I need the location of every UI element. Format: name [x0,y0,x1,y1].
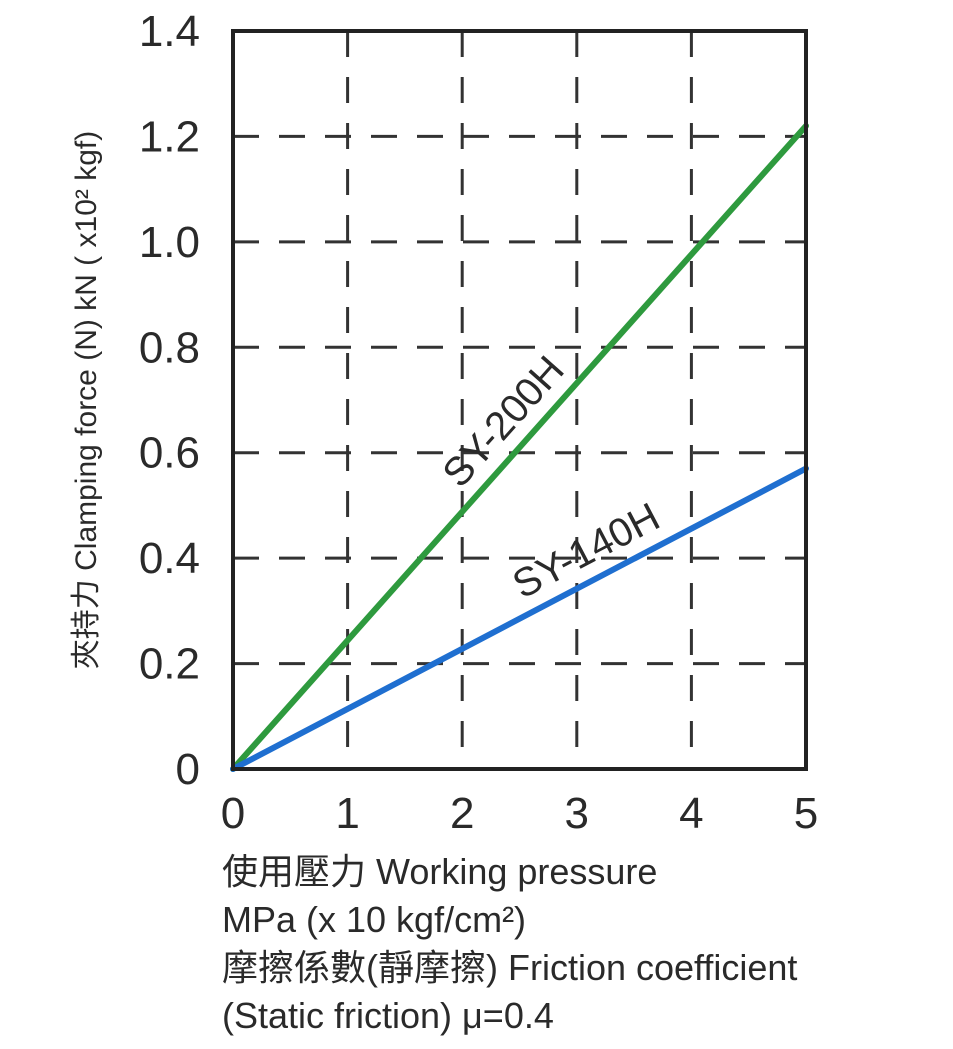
x-tick-label: 2 [450,789,474,838]
x-tick-label: 3 [565,789,589,838]
y-tick-label: 0.6 [139,429,200,478]
x-tick-label: 4 [679,789,703,838]
series-label-sy-200h: SY-200H [434,348,572,496]
y-axis-label: 夾持力 Clamping force (N) kN ( x10² kgf) [70,131,103,669]
y-tick-label: 1.2 [139,112,200,161]
x-axis-label-line-4: (Static friction) μ=0.4 [222,995,554,1036]
y-tick-label: 0.8 [139,323,200,372]
series-lines [230,122,809,772]
y-tick-labels: 0 0.2 0.4 0.6 0.8 1.0 1.2 1.4 [139,7,200,794]
x-axis-label: 使用壓力 Working pressure MPa (x 10 kgf/cm²)… [222,848,942,1040]
y-tick-label: 0 [176,745,200,794]
x-axis-label-line-3: 摩擦係數(靜摩擦) Friction coefficient [222,947,798,988]
x-tick-labels: 0 1 2 3 4 5 [221,789,818,838]
series-line-sy-140h [230,465,809,772]
y-tick-label: 0.4 [139,534,200,583]
x-tick-label: 1 [335,789,359,838]
y-tick-label: 1.4 [139,7,200,56]
y-tick-label: 0.2 [139,640,200,689]
plot-frame [231,29,808,771]
x-tick-label: 0 [221,789,245,838]
x-axis-label-line-1: 使用壓力 Working pressure [222,851,658,892]
y-tick-label: 1.0 [139,218,200,267]
x-axis-label-line-2: MPa (x 10 kgf/cm²) [222,899,527,940]
x-tick-label: 5 [794,789,818,838]
series-line-sy-200h [230,122,809,772]
